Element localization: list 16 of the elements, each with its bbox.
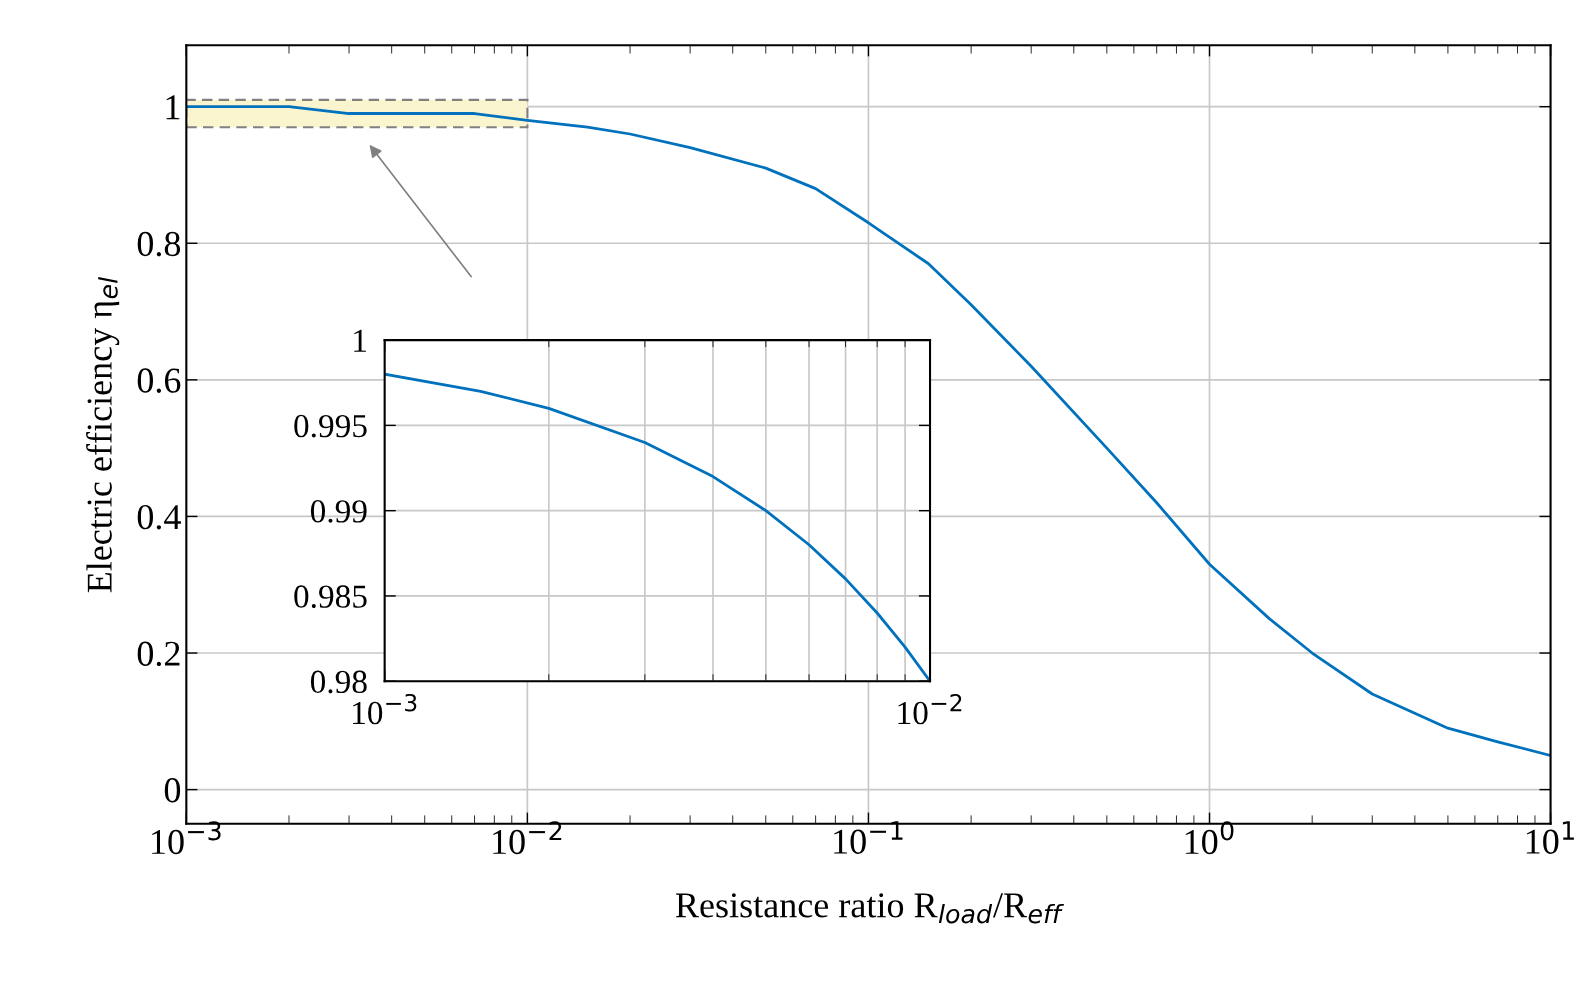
x-tick-label: 10$^{−3}$ bbox=[353, 693, 417, 725]
y-tick-label: 0.985 bbox=[294, 585, 367, 608]
y-tick-label: 1 bbox=[166, 95, 180, 120]
y-tick-label: 1 bbox=[354, 329, 366, 352]
y-tick-label: 0 bbox=[164, 778, 181, 803]
x-tick-label: 10$^{−2}$ bbox=[898, 693, 962, 725]
y-tick-label: 0.98 bbox=[310, 670, 367, 694]
x-axis-title: Resistance ratio R$_{load}$/R$_{eff}$ bbox=[675, 893, 1064, 924]
x-tick-label: 10$^{1}$ bbox=[1526, 821, 1574, 854]
y-axis-title: Electric efficiency η$_{el}$ bbox=[86, 277, 120, 593]
y-tick-label: 0.99 bbox=[310, 500, 367, 523]
y-tick-label: 0.2 bbox=[137, 641, 180, 667]
y-tick-label: 0.6 bbox=[137, 368, 181, 393]
y-tick-label: 0.8 bbox=[137, 231, 181, 257]
y-tick-label: 0.4 bbox=[137, 504, 181, 530]
y-tick-label: 0.995 bbox=[294, 414, 367, 438]
